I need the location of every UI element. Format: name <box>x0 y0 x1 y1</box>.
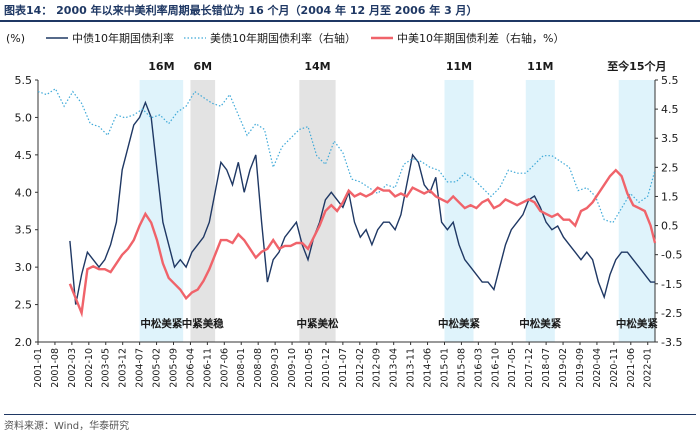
x-tick-label: 2016-10 <box>490 348 501 388</box>
y-tick-right-label: 0.5 <box>661 220 679 233</box>
x-tick-label: 2017-05 <box>507 348 518 388</box>
x-tick-label: 2007-06 <box>219 348 230 388</box>
period-policy-label: 中松美紧 <box>519 317 561 330</box>
x-tick-label: 2020-04 <box>592 348 603 388</box>
period-duration-label: 6M <box>193 60 212 73</box>
source-note: 资料来源：Wind，华泰研究 <box>4 414 696 432</box>
period-duration-label: 14M <box>304 60 330 73</box>
y-tick-right-label: 3.5 <box>661 132 679 145</box>
legend-label-2: 中美10年期国债利差（右轴，%） <box>397 31 564 45</box>
x-tick-label: 2012-02 <box>355 348 366 388</box>
x-tick-label: 2013-04 <box>389 348 400 388</box>
period-policy-label: 中松美紧 <box>438 317 480 330</box>
x-tick-label: 2021-06 <box>626 348 637 388</box>
y-tick-right-label: 2.5 <box>661 161 679 174</box>
period-policy-label: 中紧美稳 <box>182 317 224 330</box>
x-tick-label: 2009-10 <box>287 348 298 388</box>
x-tick-label: 2002-03 <box>67 348 78 388</box>
x-tick-label: 2010-05 <box>304 348 315 388</box>
x-tick-label: 2014-06 <box>423 348 434 388</box>
x-tick-label: 2003-05 <box>101 348 112 388</box>
legend-label-0: 中债10年期国债利率 <box>72 31 174 45</box>
x-tick-label: 2019-02 <box>558 348 569 388</box>
x-tick-label: 2013-11 <box>406 348 417 388</box>
series-spread-line <box>68 168 657 318</box>
y-tick-left-label: 2.5 <box>15 299 33 312</box>
period-duration-label: 至今15个月 <box>607 59 666 73</box>
y-tick-right-label: 4.5 <box>661 103 679 116</box>
x-tick-label: 2010-12 <box>321 348 332 388</box>
y-tick-left-label: 3.0 <box>15 261 33 274</box>
chart-svg: 2.0 2.5 3.0 3.5 4.0 4.5 5.0 5.5 -3.5 -2.5 -1.5 -0.5… <box>6 31 682 388</box>
x-tick-label: 2016-03 <box>473 348 484 388</box>
left-axis-unit: (%) <box>6 32 25 45</box>
period-policy-label: 中紧美松 <box>296 317 338 330</box>
y-tick-left-label: 4.5 <box>15 149 33 162</box>
x-tick-label: 2006-11 <box>202 348 213 388</box>
y-tick-right-label: 1.5 <box>661 190 679 203</box>
period-duration-label: 16M <box>148 60 174 73</box>
period-policy-label: 中松美紧 <box>616 317 658 330</box>
x-tick-label: 2020-11 <box>609 348 620 388</box>
y-tick-right-label: -0.5 <box>661 249 682 262</box>
y-tick-left-label: 3.5 <box>15 224 33 237</box>
x-tick-label: 2002-10 <box>84 348 95 388</box>
x-tick-label: 2015-01 <box>439 348 450 388</box>
y-tick-right-label: -2.5 <box>661 307 682 320</box>
shaded-period-5 <box>618 80 655 342</box>
period-duration-label: 11M <box>446 60 472 73</box>
series-cn-yield-line <box>69 100 655 305</box>
x-tick-label: 2009-03 <box>270 348 281 388</box>
x-tick-label: 2008-08 <box>253 348 264 388</box>
x-tick-label: 2004-07 <box>135 348 146 388</box>
x-tick-label: 2015-08 <box>456 348 467 388</box>
legend-label-1: 美债10年期国债利率（右轴） <box>210 31 356 45</box>
x-tick-label: 2003-12 <box>118 348 129 388</box>
x-tick-label: 2008-01 <box>236 348 247 388</box>
x-tick-label: 2018-07 <box>541 348 552 388</box>
y-tick-right-label: -1.5 <box>661 278 682 291</box>
x-tick-label: 2001-08 <box>50 348 61 388</box>
x-tick-label: 2017-12 <box>524 348 535 388</box>
x-tick-label: 2011-07 <box>338 348 349 388</box>
x-tick-label: 2001-01 <box>33 348 44 388</box>
period-duration-label: 11M <box>527 60 553 73</box>
x-tick-label: 2019-09 <box>575 348 586 388</box>
shaded-period-2 <box>299 80 336 342</box>
y-tick-right-label: 5.5 <box>661 74 679 87</box>
x-tick-label: 2006-04 <box>185 348 196 388</box>
x-tick-label: 2005-02 <box>152 348 163 388</box>
period-policy-label: 中松美紧 <box>140 317 182 330</box>
shaded-period-3 <box>444 80 474 342</box>
y-tick-left-label: 5.0 <box>15 111 33 124</box>
y-tick-left-label: 2.0 <box>15 336 33 349</box>
y-tick-left-label: 4.0 <box>15 186 33 199</box>
figure-title: 图表14： 2000 年以来中美利率周期最长错位为 16 个月（2004 年 1… <box>0 0 700 22</box>
series-us-yield-line <box>37 87 656 224</box>
x-tick-label: 2005-09 <box>168 348 179 388</box>
x-tick-label: 2022-01 <box>643 348 654 388</box>
y-tick-right-label: -3.5 <box>661 336 682 349</box>
y-tick-left-label: 5.5 <box>15 74 33 87</box>
x-tick-label: 2012-09 <box>372 348 383 388</box>
